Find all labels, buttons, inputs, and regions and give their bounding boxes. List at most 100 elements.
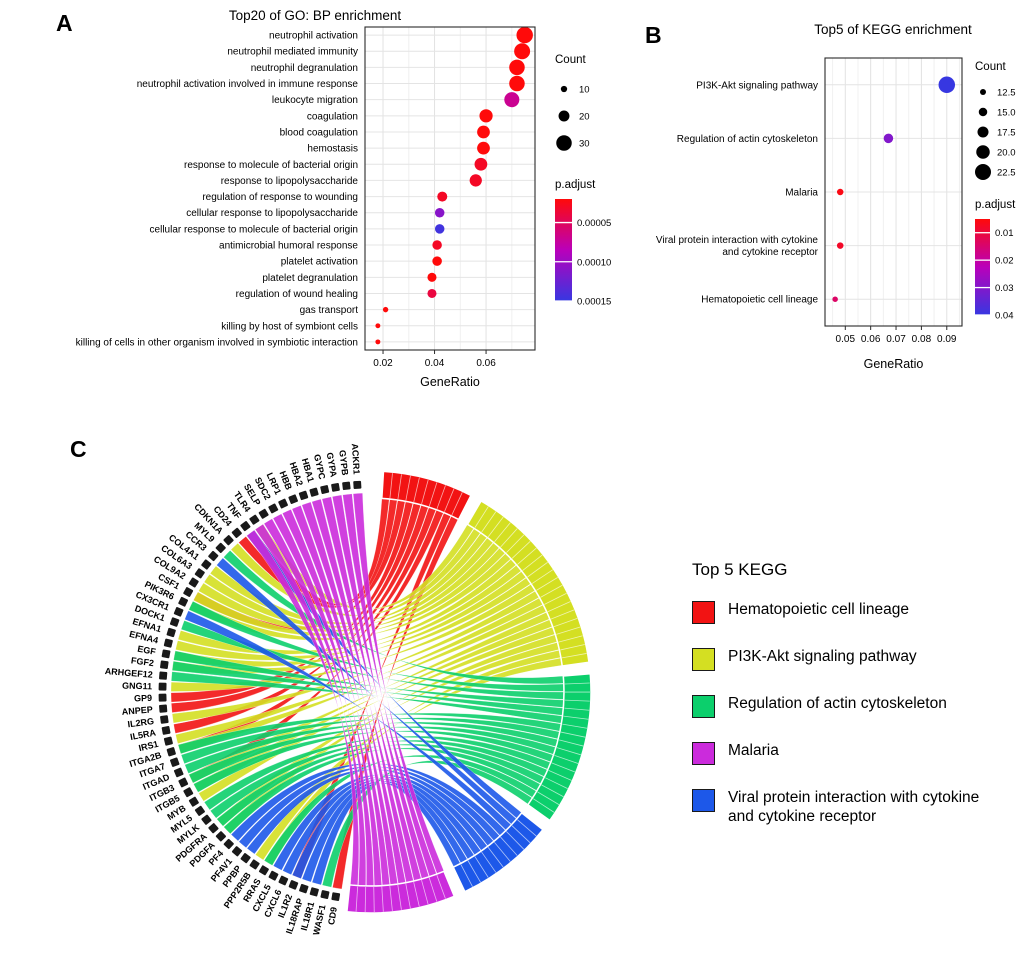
y-axis-label: Regulation of actin cytoskeleton — [677, 134, 818, 145]
gene-tick — [288, 494, 298, 504]
legend-swatch — [692, 789, 715, 812]
category-slot-separator — [506, 831, 525, 850]
category-slot-separator — [364, 886, 367, 912]
enrichment-dot — [938, 76, 956, 94]
y-axis-label: cellular response to molecule of bacteri… — [150, 224, 358, 235]
category-slot-separator — [531, 569, 554, 584]
gene-tick-square — [249, 859, 260, 870]
padjust-gradient-label: 0.01 — [995, 228, 1014, 239]
gene-tick-square — [159, 704, 168, 713]
gene-tick — [231, 846, 243, 857]
legend-item: Hematopoietic cell lineage — [692, 600, 1002, 624]
category-slot-separator — [389, 473, 393, 499]
category-slot-separator — [389, 885, 393, 911]
gene-tick — [183, 787, 194, 798]
enrichment-dot — [432, 256, 442, 266]
plot-title: Top5 of KEGG enrichment — [814, 22, 972, 37]
gene-tick-square — [249, 514, 260, 525]
category-slot-separator — [558, 635, 583, 643]
category-slot-separator — [481, 851, 497, 873]
gene-tick — [240, 853, 251, 864]
count-legend-dot — [560, 85, 568, 93]
enrichment-dot — [427, 272, 437, 282]
gene-tick-square — [166, 627, 176, 638]
gene-tick-square — [163, 638, 173, 648]
legend-swatch — [692, 742, 715, 765]
gene-tick-square — [159, 671, 168, 680]
gene-tick-square — [258, 865, 269, 876]
category-slot-separator — [558, 739, 584, 747]
gene-tick — [178, 777, 189, 788]
gene-tick — [353, 480, 362, 489]
gene-label: IL5RA — [129, 727, 157, 742]
enrichment-dot — [504, 92, 520, 108]
gene-label: GYPB — [337, 449, 350, 476]
gene-tick-square — [166, 747, 176, 757]
gene-tick-square — [201, 559, 212, 570]
plot-border — [824, 57, 963, 327]
enrichment-dot — [516, 26, 533, 44]
gene-tick-square — [215, 542, 226, 553]
gene-label: ACKR1 — [350, 443, 362, 475]
gene-tick-square — [258, 508, 269, 519]
category-slot-separator — [564, 707, 590, 711]
category-slot-separator — [500, 528, 518, 548]
gene-tick-square — [278, 875, 289, 886]
category-arc — [526, 672, 592, 822]
gene-tick — [223, 535, 234, 546]
gene-tick — [223, 838, 234, 850]
y-axis-label: neutrophil activation — [269, 31, 358, 42]
gene-tick-square — [331, 892, 341, 901]
gene-tick-square — [223, 535, 234, 546]
gene-tick-square — [231, 846, 243, 857]
gene-tick-square — [342, 481, 351, 491]
category-slot-separator — [548, 769, 572, 781]
gene-tick-square — [231, 527, 242, 538]
count-legend-label: 15.0 — [997, 108, 1016, 119]
gene-label: IRS1 — [138, 739, 160, 753]
category-slot-separator — [547, 601, 571, 613]
category-slot-separator — [527, 561, 548, 578]
category-slot-separator — [564, 682, 590, 685]
x-axis-title: GeneRatio — [420, 375, 480, 389]
y-axis-label: gas transport — [300, 305, 359, 316]
enrichment-dot — [836, 188, 844, 196]
category-slot-separator — [474, 856, 489, 878]
legend-swatch — [692, 648, 715, 671]
gene-label: ARHGEF12 — [104, 666, 153, 680]
padjust-gradient-bar — [975, 219, 990, 315]
category-slot-separator — [556, 747, 581, 756]
enrichment-dot — [434, 207, 445, 218]
gene-tick-square — [188, 577, 199, 588]
gene-tick-square — [178, 596, 189, 607]
axis-tick-label: 0.06 — [861, 334, 881, 345]
axis-tick-label: 0.02 — [373, 358, 393, 369]
category-slot-separator — [551, 762, 576, 773]
category-slot-separator — [405, 883, 411, 909]
gene-tick-square — [208, 823, 219, 834]
category-slot-separator — [467, 860, 481, 883]
plot-panel — [365, 27, 535, 350]
gene-tick-square — [288, 880, 299, 890]
category-slot-separator — [487, 516, 504, 538]
count-legend-dot — [558, 110, 570, 122]
enrichment-dot — [382, 306, 389, 313]
gene-tick-square — [353, 480, 362, 489]
category-slot-separator — [544, 592, 567, 605]
kegg-chord-diagram: ACKR1GYPBGYPAGYPCHBA1HBA2HBBLRP1SDC2SELP… — [104, 443, 592, 936]
gene-tick — [268, 503, 279, 514]
gene-tick-square — [331, 483, 340, 492]
panel-a-letter: A — [56, 10, 73, 36]
gene-tick-square — [170, 757, 180, 767]
gene-tick — [331, 892, 341, 901]
padjust-gradient-label: 0.03 — [995, 283, 1014, 294]
y-axis-label: neutrophil mediated immunity — [227, 47, 358, 58]
gene-tick-square — [278, 498, 288, 509]
gene-tick — [258, 865, 269, 876]
gene-tick — [169, 617, 180, 627]
gene-tick — [166, 627, 176, 638]
y-axis-label: killing by host of symbiont cells — [221, 321, 358, 332]
category-slot-separator — [474, 506, 489, 528]
category-slot-separator — [533, 798, 555, 813]
category-slot-separator — [511, 540, 531, 559]
